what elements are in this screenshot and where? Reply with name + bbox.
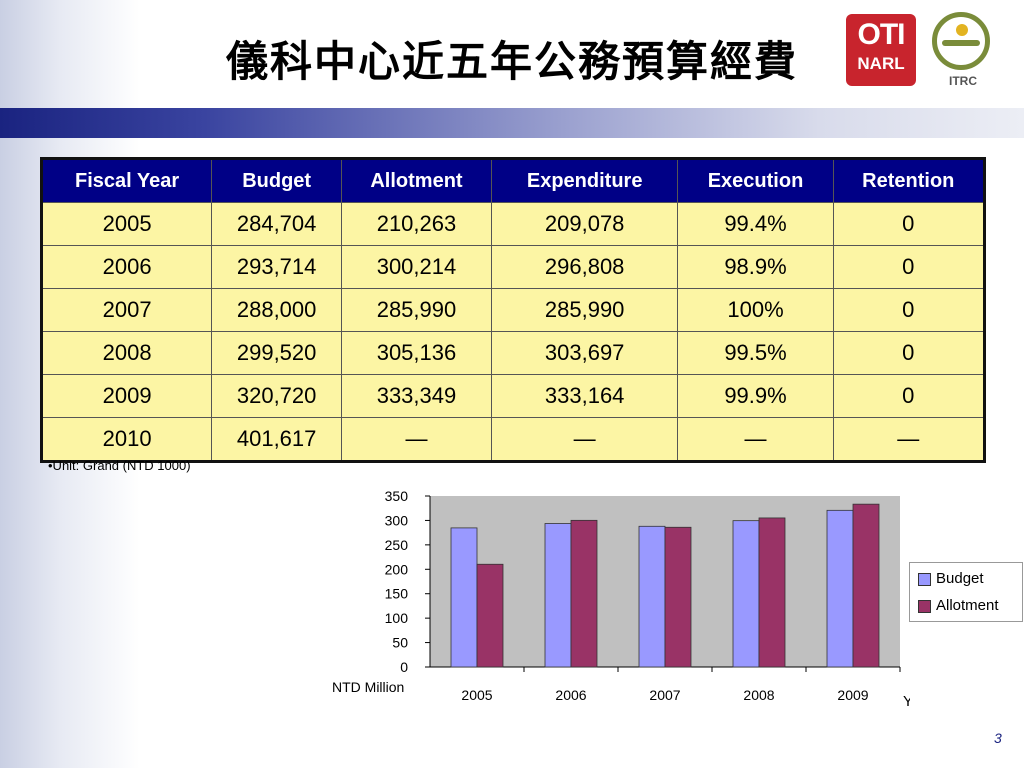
y-tick-label: 50 <box>392 635 408 651</box>
table-cell: 285,990 <box>341 288 492 332</box>
table-cell: 2008 <box>40 331 213 375</box>
table-cell: 320,720 <box>211 374 343 418</box>
table-cell: 210,263 <box>341 202 492 246</box>
bar-budget-2007 <box>638 525 666 668</box>
y-tick-label: 100 <box>385 610 409 626</box>
table-cell: 2010 <box>40 417 213 462</box>
table-cell: 0 <box>832 331 986 375</box>
table-row: 2008 299,520 305,136 303,697 99.5% 0 <box>40 331 986 375</box>
budget-table: Fiscal Year Budget Allotment Expenditure… <box>40 157 986 463</box>
table-cell: — <box>677 417 834 462</box>
page-number: 3 <box>994 730 1002 746</box>
table-row: 2009 320,720 333,349 333,164 99.9% 0 <box>40 374 986 418</box>
header-retention: Retention <box>832 158 986 203</box>
table-cell: 284,704 <box>211 202 343 246</box>
table-cell: 98.9% <box>677 245 834 289</box>
legend-item-budget: Budget <box>918 570 984 588</box>
table-cell: 2006 <box>40 245 213 289</box>
table-cell: — <box>341 417 492 462</box>
bar-budget-2008 <box>732 520 760 668</box>
itrc-logo-dot-icon <box>956 24 968 36</box>
header-expenditure: Expenditure <box>490 158 679 203</box>
bar-allotment-2005 <box>476 563 504 668</box>
table-cell: 303,697 <box>490 331 679 375</box>
bar-allotment-2008 <box>758 517 786 668</box>
table-cell: — <box>490 417 679 462</box>
table-row: 2010 401,617 — — — — <box>40 417 986 462</box>
table-cell: 2009 <box>40 374 213 418</box>
legend-item-allotment: Allotment <box>918 597 999 615</box>
x-tick-label: 2005 <box>461 687 492 703</box>
table-cell: 333,164 <box>490 374 679 418</box>
y-tick-label: 200 <box>385 561 409 577</box>
table-row: 2005 284,704 210,263 209,078 99.4% 0 <box>40 202 986 246</box>
table-cell: — <box>832 417 986 462</box>
y-tick-label: 250 <box>385 537 409 553</box>
legend-label-allotment: Allotment <box>936 597 999 614</box>
slide-title: 儀科中心近五年公務預算經費 <box>225 37 798 86</box>
x-tick-label: 2008 <box>743 687 774 703</box>
table-cell: 305,136 <box>341 331 492 375</box>
table-cell: 99.4% <box>677 202 834 246</box>
x-tick-label: 2009 <box>837 687 868 703</box>
chart-legend: Budget Allotment <box>909 562 1023 622</box>
itrc-logo: ITRC <box>928 10 998 94</box>
y-axis-label: NTD Million <box>332 679 404 695</box>
budget-allotment-chart: 0 50 100 150 200 250 300 350 2005 2006 2007 2008 200… <box>332 488 910 710</box>
header-execution: Execution <box>677 158 834 203</box>
x-tick-label: 2007 <box>649 687 680 703</box>
table-cell: 0 <box>832 288 986 332</box>
itrc-logo-ring-icon <box>932 12 990 70</box>
y-tick-label: 350 <box>385 488 409 504</box>
bar-allotment-2007 <box>664 526 692 668</box>
unit-note: •Unit: Grand (NTD 1000) <box>48 458 191 473</box>
y-tick-label: 300 <box>385 512 409 528</box>
y-tick-label: 0 <box>400 659 408 675</box>
narl-logo-text: NARL <box>857 54 905 73</box>
bar-budget-2005 <box>450 527 478 668</box>
x-axis-label: Year <box>903 693 910 710</box>
table-cell: 288,000 <box>211 288 343 332</box>
table-cell: 0 <box>832 202 986 246</box>
table-cell: 300,214 <box>341 245 492 289</box>
legend-swatch-allotment <box>918 599 931 613</box>
bar-budget-2006 <box>544 523 572 668</box>
table-cell: 333,349 <box>341 374 492 418</box>
itrc-logo-text: ITRC <box>949 74 977 88</box>
itrc-logo-arm-icon <box>942 40 980 46</box>
table-cell: 296,808 <box>490 245 679 289</box>
table-row: 2007 288,000 285,990 285,990 100% 0 <box>40 288 986 332</box>
table-cell: 0 <box>832 374 986 418</box>
bar-budget-2009 <box>826 509 854 668</box>
table-cell: 209,078 <box>490 202 679 246</box>
table-cell: 2007 <box>40 288 213 332</box>
header-fiscal-year: Fiscal Year <box>40 158 213 203</box>
bar-allotment-2009 <box>852 503 880 668</box>
bar-allotment-2006 <box>570 519 598 668</box>
table-cell: 99.9% <box>677 374 834 418</box>
header-allotment: Allotment <box>341 158 492 203</box>
legend-swatch-budget <box>918 572 931 586</box>
table-cell: 299,520 <box>211 331 343 375</box>
header-budget: Budget <box>211 158 343 203</box>
table-cell: 285,990 <box>490 288 679 332</box>
table-cell: 293,714 <box>211 245 343 289</box>
table-cell: 401,617 <box>211 417 343 462</box>
legend-label-budget: Budget <box>936 570 984 587</box>
header-gradient-bar <box>0 108 1024 138</box>
table-cell: 100% <box>677 288 834 332</box>
table-cell: 99.5% <box>677 331 834 375</box>
table-row: 2006 293,714 300,214 296,808 98.9% 0 <box>40 245 986 289</box>
table-cell: 2005 <box>40 202 213 246</box>
table-header-row: Fiscal Year Budget Allotment Expenditure… <box>40 158 986 203</box>
table-cell: 0 <box>832 245 986 289</box>
y-tick-label: 150 <box>385 586 409 602</box>
narl-logo-mark: OTI <box>857 18 906 51</box>
narl-logo: OTI NARL <box>846 14 916 86</box>
x-tick-label: 2006 <box>555 687 586 703</box>
